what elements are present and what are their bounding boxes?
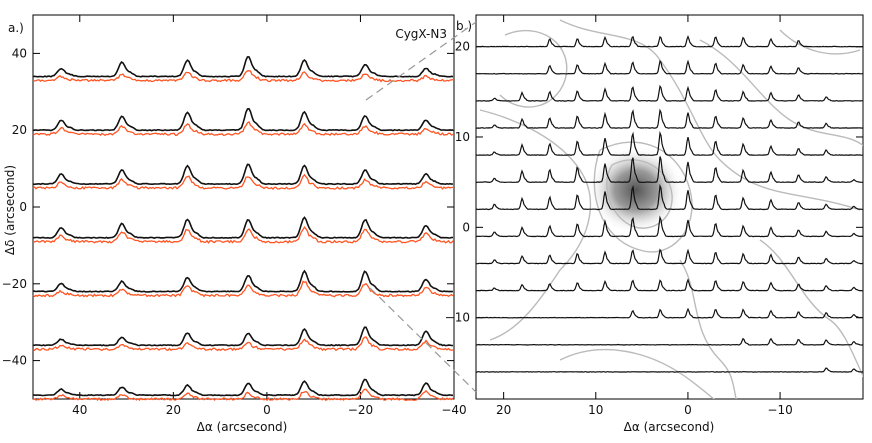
y-tick-label: −20: [2, 277, 27, 291]
contour-line: [559, 19, 861, 211]
panel-b-xlabel: Δα (arcsecond): [624, 420, 715, 434]
x-tick-label: 20: [166, 403, 181, 417]
spectrum-line: [476, 156, 863, 184]
x-tick-label: 0: [684, 403, 692, 417]
spectrum-line: [476, 35, 863, 48]
spectrum-line: [32, 56, 454, 78]
spectrum-line: [476, 84, 863, 102]
panel-b-label: b.): [456, 19, 472, 33]
x-tick-label: −10: [767, 403, 792, 417]
spectrum-line: [32, 163, 454, 186]
spectrum-line: [32, 336, 454, 352]
panel-a-ylabel: Δδ (arcsecond): [3, 165, 17, 255]
spectrum-line: [32, 280, 454, 298]
spectrum-line: [32, 173, 454, 191]
y-tick-label: 10: [455, 130, 470, 144]
spectrum-line: [476, 130, 863, 156]
zoom-connector-bottom: [369, 287, 477, 393]
contour-line: [759, 239, 863, 378]
panel-b: 20 10 0 −10 20 10 0 −10 b.) Δα (arcsecond): [445, 14, 864, 434]
spectrum-line: [32, 120, 454, 136]
panel-a-label: a.): [8, 21, 24, 35]
contour-line: [606, 159, 673, 229]
source-label: CygX-N3: [395, 27, 447, 41]
spectrum-line: [32, 326, 453, 347]
x-tick-label: −20: [348, 403, 373, 417]
contour-line: [479, 109, 592, 341]
x-tick-label: 0: [263, 403, 271, 417]
x-tick-label: −40: [441, 403, 466, 417]
spectrum-line: [32, 378, 453, 397]
spectrum-line: [476, 248, 863, 265]
spectrum-line: [476, 215, 863, 238]
spectrum-line: [32, 388, 454, 402]
spectrum-line: [476, 278, 863, 292]
zoom-connector-top: [365, 21, 477, 101]
contour-line: [779, 29, 861, 55]
spectrum-line: [476, 183, 863, 211]
y-tick-label: −40: [2, 354, 27, 368]
y-tick-label: 20: [455, 40, 470, 54]
y-tick-label: 0: [462, 220, 470, 234]
spectrum-line: [33, 107, 453, 132]
emission-peak-shading: [588, 146, 684, 234]
contour-line: [499, 29, 568, 108]
spectrum-line: [476, 367, 863, 373]
spectrum-line: [32, 216, 454, 239]
contour-line: [699, 39, 863, 147]
spectrum-line: [32, 70, 454, 83]
source-label-bg: [355, 24, 451, 42]
panel-b-ticks: 20 10 0 −10 20 10 0 −10: [445, 15, 863, 417]
zoom-connectors: [365, 21, 477, 393]
y-tick-label: 20: [12, 123, 27, 137]
contour-line: [679, 259, 737, 399]
panel-b-contours: [479, 19, 863, 399]
panel-a: 40 20 0 −20 −40 40 20 0 −20 −40 a.) Δα (arcsecond…: [2, 14, 467, 434]
y-tick-label: −10: [445, 311, 470, 325]
spectrum-line: [476, 337, 863, 346]
spectrum-line: [476, 59, 863, 75]
panel-a-spectra: [32, 56, 454, 402]
spectrum-line: [476, 108, 863, 129]
spectrum-line: [32, 269, 454, 293]
panel-b-spectra: [476, 35, 863, 373]
x-tick-label: 10: [588, 403, 603, 417]
panel-a-xlabel: Δα (arcsecond): [197, 420, 288, 434]
contour-line: [559, 348, 715, 399]
x-tick-label: 20: [496, 403, 511, 417]
spectrum-line: [32, 225, 454, 244]
y-tick-label: 0: [19, 200, 27, 214]
y-tick-label: 40: [12, 46, 27, 60]
x-tick-label: 40: [72, 403, 87, 417]
spectrum-line: [476, 307, 863, 319]
